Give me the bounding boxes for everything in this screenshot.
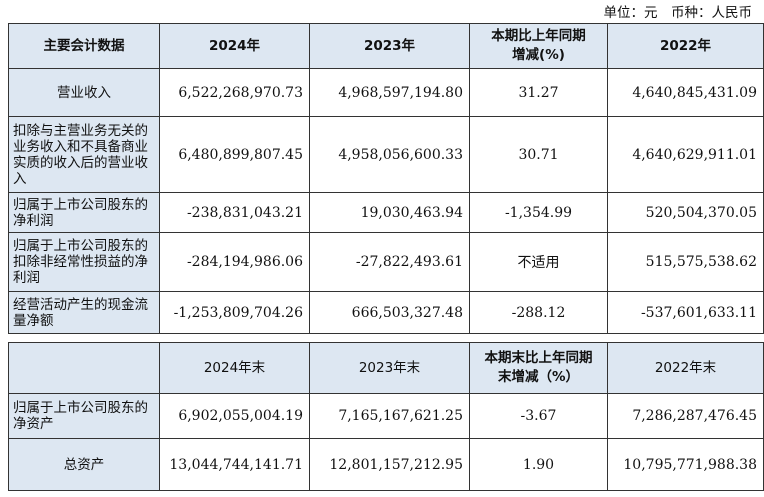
unit-note: 单位：元 币种：人民币 [603,5,753,21]
value-2023: 666,503,327.48 [309,291,470,334]
value-2024: -238,831,043.21 [159,192,310,233]
value-change: 1.90 [469,438,608,491]
row-label: 营业收入 [8,68,160,117]
row-label: 经营活动产生的现金流量净额 [8,291,160,334]
header-2024-end: 2024年末 [159,342,310,394]
table-row: 经营活动产生的现金流量净额 -1,253,809,704.26 666,503,… [8,291,764,334]
value-change: -1,354.99 [469,192,608,233]
value-2022: 4,640,845,431.09 [607,68,764,117]
table-row: 营业收入 6,522,268,970.73 4,968,597,194.80 3… [8,68,764,117]
value-2023-end: 12,801,157,212.95 [309,438,470,491]
value-2024: -1,253,809,704.26 [159,291,310,334]
header-item [8,342,160,394]
header-2023: 2023年 [309,23,470,69]
header-change: 本期末比上年同期末增减（%） [469,342,608,394]
value-2022: 4,640,629,911.01 [607,116,764,193]
header-2023-end: 2023年末 [309,342,470,394]
table-header-row: 主要会计数据 2024年 2023年 本期比上年同期增减(%) 2022年 [8,23,764,69]
value-2024: -284,194,986.06 [159,232,310,292]
value-change: 31.27 [469,68,608,117]
table-header-row: 2024年末 2023年末 本期末比上年同期末增减（%） 2022年末 [8,342,764,394]
header-item: 主要会计数据 [8,23,160,69]
value-2022: -537,601,633.11 [607,291,764,334]
row-label: 扣除与主营业务无关的业务收入和不具备商业实质的收入后的营业收入 [8,116,160,193]
row-label: 总资产 [8,438,160,491]
value-2022-end: 10,795,771,988.38 [607,438,764,491]
value-2023: 4,958,056,600.33 [309,116,470,193]
value-2024-end: 13,044,744,141.71 [159,438,310,491]
main-accounting-data-table: 主要会计数据 2024年 2023年 本期比上年同期增减(%) 2022年 营业… [8,23,764,334]
row-label: 归属于上市公司股东的扣除非经常性损益的净利润 [8,232,160,292]
value-2022: 515,575,538.62 [607,232,764,292]
table-row: 扣除与主营业务无关的业务收入和不具备商业实质的收入后的营业收入 6,480,89… [8,116,764,193]
value-change: 不适用 [469,232,608,292]
value-2022: 520,504,370.05 [607,192,764,233]
value-2024-end: 6,902,055,004.19 [159,393,310,439]
value-2024: 6,480,899,807.45 [159,116,310,193]
value-change: 30.71 [469,116,608,193]
value-change: -288.12 [469,291,608,334]
header-2022-end: 2022年末 [607,342,764,394]
table-row: 归属于上市公司股东的扣除非经常性损益的净利润 -284,194,986.06 -… [8,232,764,292]
value-2023: 19,030,463.94 [309,192,470,233]
header-2022: 2022年 [607,23,764,69]
row-label: 归属于上市公司股东的净利润 [8,192,160,233]
header-change: 本期比上年同期增减(%) [469,23,608,69]
value-2023-end: 7,165,167,621.25 [309,393,470,439]
table-row: 归属于上市公司股东的净资产 6,902,055,004.19 7,165,167… [8,393,764,439]
value-change: -3.67 [469,393,608,439]
value-2023: -27,822,493.61 [309,232,470,292]
row-label: 归属于上市公司股东的净资产 [8,393,160,439]
table-row: 总资产 13,044,744,141.71 12,801,157,212.95 … [8,438,764,491]
assets-table: 2024年末 2023年末 本期末比上年同期末增减（%） 2022年末 归属于上… [8,342,764,491]
value-2022-end: 7,286,287,476.45 [607,393,764,439]
header-2024: 2024年 [159,23,310,69]
table-row: 归属于上市公司股东的净利润 -238,831,043.21 19,030,463… [8,192,764,233]
value-2024: 6,522,268,970.73 [159,68,310,117]
value-2023: 4,968,597,194.80 [309,68,470,117]
